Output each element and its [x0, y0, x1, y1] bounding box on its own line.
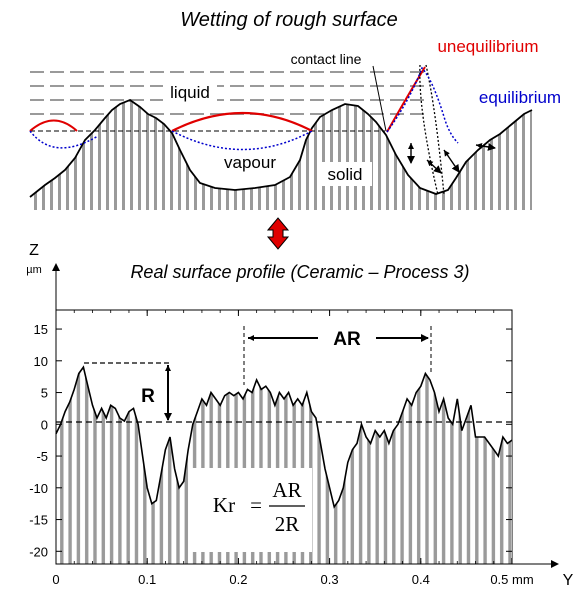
- formula-equals: =: [250, 493, 262, 517]
- front-line-a: [419, 64, 439, 196]
- top-title: Wetting of rough surface: [180, 9, 398, 31]
- solid-label-bg: [318, 162, 372, 186]
- meniscus-blue-2: [171, 130, 313, 151]
- x-tick-label: 0.4: [412, 572, 430, 587]
- z-axis-unit: µm: [26, 264, 42, 276]
- y-tick-label: 15: [34, 322, 48, 337]
- rough-surface-outline: [29, 98, 533, 198]
- liquid-label: liquid: [170, 83, 210, 102]
- connector-double-arrow-icon: [266, 217, 290, 250]
- unequilibrium-label: unequilibrium: [437, 37, 538, 56]
- axis-tick-labels: 15 10 5 0 -5 -10 -15 -20 0 0.1 0.2 0.3 0.4 0.5 mm: [29, 322, 533, 587]
- y-tick-label: 5: [41, 386, 48, 401]
- profile-title: Real surface profile (Ceramic – Process …: [130, 262, 469, 282]
- solid-label: solid: [328, 165, 363, 184]
- x-tick-label: 0.1: [138, 572, 156, 587]
- y-tick-label: -5: [36, 449, 48, 464]
- meniscus-red-2: [171, 112, 313, 132]
- axis-ticks: [55, 310, 513, 564]
- x-tick-label: 0: [52, 572, 59, 587]
- z-axis-letter: Z: [29, 242, 39, 259]
- equilibrium-front: [386, 66, 459, 144]
- formula-denominator: 2R: [275, 512, 300, 536]
- contact-line-leader: [372, 65, 387, 132]
- r-label: R: [141, 386, 155, 407]
- y-tick-label: -20: [29, 544, 48, 559]
- equilibrium-label: equilibrium: [479, 88, 561, 107]
- ar-label: AR: [333, 329, 361, 350]
- x-tick-label: 0.2: [229, 572, 247, 587]
- meniscus-red-1: [29, 119, 78, 132]
- y-tick-label: 0: [41, 417, 48, 432]
- y-tick-label: -10: [29, 481, 48, 496]
- x-tick-label: 0.5 mm: [490, 572, 533, 587]
- vapour-label: vapour: [224, 153, 276, 172]
- solid-surface: [30, 100, 532, 210]
- formula-lhs: Kr: [213, 493, 235, 517]
- contact-line-label: contact line: [291, 51, 362, 67]
- y-tick-label: 10: [34, 354, 48, 369]
- motion-arrows: [407, 142, 496, 174]
- front-line-b: [425, 64, 445, 196]
- y-axis-letter: Y: [563, 572, 574, 589]
- unequilibrium-front: [386, 66, 426, 133]
- y-tick-label: -15: [29, 513, 48, 528]
- formula-numerator: AR: [272, 478, 301, 502]
- formula-box: [190, 468, 312, 552]
- liquid-label-bg: [163, 81, 217, 103]
- profile-line: [55, 365, 513, 509]
- liquid-dashes: [30, 71, 425, 115]
- x-tick-label: 0.3: [321, 572, 339, 587]
